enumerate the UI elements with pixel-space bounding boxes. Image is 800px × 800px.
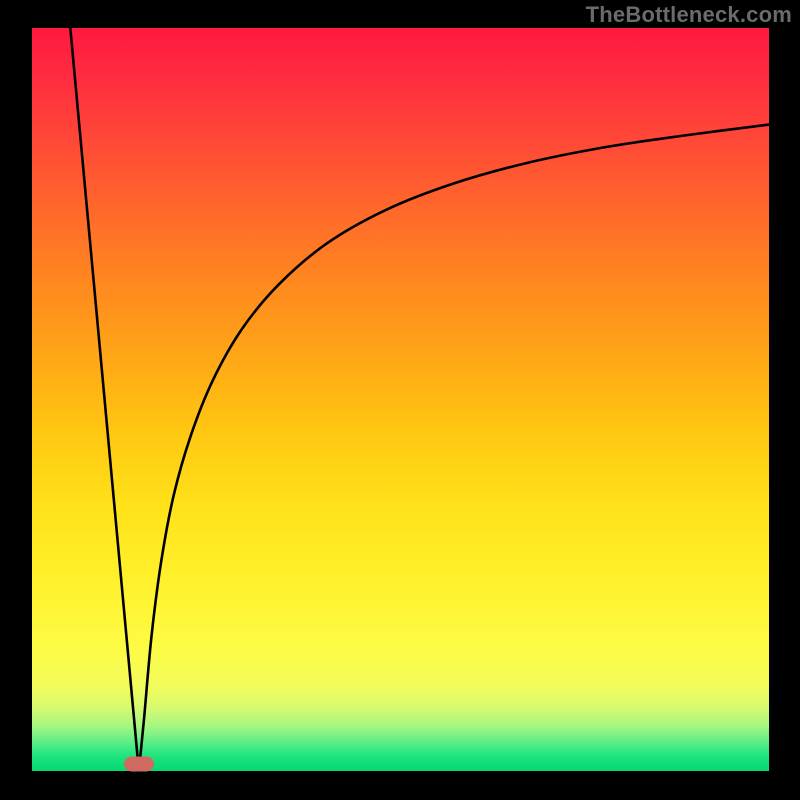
plot-area (32, 28, 769, 771)
curve-left-branch (70, 28, 139, 771)
chart-container: { "watermark": { "text": "TheBottleneck.… (0, 0, 800, 800)
bottleneck-curve (32, 28, 769, 771)
watermark-label: TheBottleneck.com (586, 2, 792, 28)
curve-right-branch (139, 125, 769, 771)
min-marker-dot (124, 757, 154, 772)
